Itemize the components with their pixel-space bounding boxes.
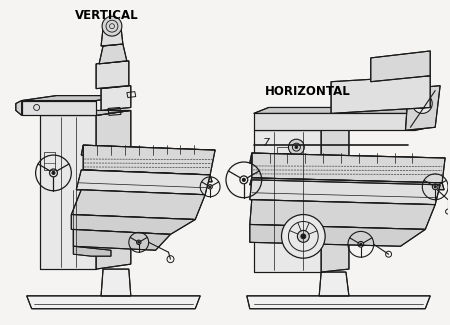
- Polygon shape: [73, 246, 111, 256]
- Circle shape: [360, 243, 362, 245]
- Circle shape: [295, 146, 298, 149]
- Bar: [277, 147, 294, 163]
- Polygon shape: [99, 44, 127, 64]
- Polygon shape: [73, 229, 171, 250]
- Circle shape: [52, 172, 55, 174]
- Polygon shape: [83, 145, 215, 175]
- Polygon shape: [405, 86, 440, 130]
- Polygon shape: [250, 178, 444, 190]
- Polygon shape: [81, 170, 212, 182]
- Circle shape: [412, 94, 432, 113]
- Polygon shape: [371, 51, 430, 82]
- Circle shape: [138, 241, 140, 243]
- Polygon shape: [81, 145, 215, 160]
- Polygon shape: [96, 111, 131, 269]
- Polygon shape: [254, 108, 430, 113]
- Polygon shape: [16, 100, 22, 115]
- Polygon shape: [415, 108, 430, 130]
- Polygon shape: [71, 190, 205, 219]
- Circle shape: [420, 101, 424, 106]
- Circle shape: [282, 214, 325, 258]
- Circle shape: [209, 186, 211, 188]
- Polygon shape: [76, 170, 210, 195]
- Polygon shape: [321, 125, 349, 272]
- Polygon shape: [331, 76, 430, 113]
- Circle shape: [288, 139, 304, 155]
- Polygon shape: [96, 61, 129, 89]
- Bar: [44, 152, 55, 170]
- Polygon shape: [101, 26, 123, 46]
- Polygon shape: [247, 296, 430, 309]
- Polygon shape: [27, 296, 200, 309]
- Text: VERTICAL: VERTICAL: [75, 9, 139, 22]
- Polygon shape: [40, 115, 96, 269]
- Circle shape: [297, 230, 309, 242]
- Polygon shape: [250, 180, 440, 205]
- Polygon shape: [254, 130, 321, 272]
- Polygon shape: [22, 100, 96, 115]
- Polygon shape: [252, 153, 445, 183]
- Polygon shape: [71, 214, 195, 234]
- Text: 7: 7: [263, 138, 270, 148]
- Polygon shape: [101, 269, 131, 296]
- Text: HORIZONTAL: HORIZONTAL: [265, 85, 351, 98]
- Polygon shape: [22, 96, 131, 100]
- Polygon shape: [250, 153, 445, 168]
- Polygon shape: [40, 111, 131, 115]
- Circle shape: [301, 234, 306, 239]
- Polygon shape: [254, 113, 415, 130]
- Circle shape: [102, 16, 122, 36]
- Polygon shape: [250, 225, 425, 246]
- Circle shape: [243, 178, 245, 181]
- Polygon shape: [250, 200, 435, 229]
- Polygon shape: [319, 272, 349, 296]
- Polygon shape: [101, 86, 131, 110]
- Circle shape: [434, 186, 436, 188]
